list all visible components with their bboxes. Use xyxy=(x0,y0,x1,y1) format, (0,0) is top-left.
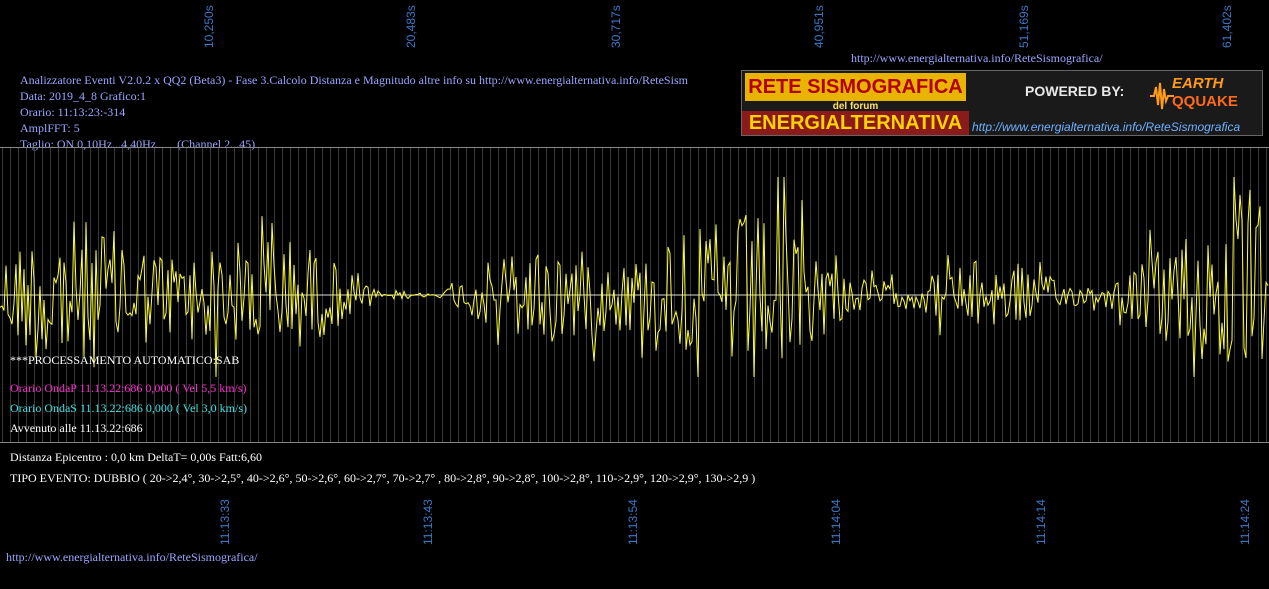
time-tick-top: 51,169s xyxy=(1017,5,1031,48)
time-tick-top: 10,250s xyxy=(202,5,216,48)
logo-title-top: RETE SISMOGRAFICA xyxy=(748,76,963,98)
brand-bottom: QQUAKE xyxy=(1172,93,1238,110)
time-tick-top: 30,717s xyxy=(609,5,623,48)
time-tick-bottom: 11:14:24 xyxy=(1238,499,1252,545)
amplfft-line: AmplFFT: 5 xyxy=(20,121,80,135)
app-title: Analizzatore Eventi V2.0.2 x QQ2 (Beta3)… xyxy=(20,73,688,87)
seismic-trace xyxy=(0,176,1269,378)
logo-title-bottom: ENERGIALTERNATIVA xyxy=(748,112,963,134)
processing-label: ***PROCESSAMENTO AUTOMATICO:SAB xyxy=(10,353,240,367)
time-line: Orario: 11:13:23:-314 xyxy=(20,105,126,119)
powered-by-label: POWERED BY: xyxy=(1025,83,1125,99)
footer-link[interactable]: http://www.energialternativa.info/ReteSi… xyxy=(6,550,258,564)
time-tick-top: 40,951s xyxy=(812,5,826,48)
event-type-line: TIPO EVENTO: DUBBIO ( 20->2,4°, 30->2,5°… xyxy=(10,471,756,485)
time-tick-bottom: 11:13:54 xyxy=(626,499,640,545)
date-line: Data: 2019_4_8 Grafico:1 xyxy=(20,89,146,103)
header-link[interactable]: http://www.energialternativa.info/ReteSi… xyxy=(851,51,1103,65)
rete-sismografica-logo: RETE SISMOGRAFICA del forum ENERGIALTERN… xyxy=(741,70,1263,136)
logo-link[interactable]: http://www.energialternativa.info/ReteSi… xyxy=(972,120,1241,134)
seismogram-plot xyxy=(0,147,1269,443)
info-block: Analizzatore Eventi V2.0.2 x QQ2 (Beta3)… xyxy=(20,72,688,152)
onda-s-line: Orario OndaS 11.13.22:686 0,000 ( Vel 3,… xyxy=(10,401,247,415)
avvenuto-line: Avvenuto alle 11.13.22:686 xyxy=(10,421,143,435)
logo-title-mid: del forum xyxy=(832,101,879,112)
time-tick-bottom: 11:13:43 xyxy=(421,499,435,545)
earthquake-logo: EARTH QQUAKE xyxy=(1150,75,1238,115)
brand-top: EARTH xyxy=(1172,75,1224,92)
distance-line: Distanza Epicentro : 0,0 km DeltaT= 0,00… xyxy=(10,450,263,464)
onda-p-line: Orario OndaP 11.13.22:686 0,000 ( Vel 5,… xyxy=(10,381,247,395)
time-tick-top: 20,483s xyxy=(404,5,418,48)
logo-title-block: RETE SISMOGRAFICA del forum ENERGIALTERN… xyxy=(742,71,969,135)
time-tick-bottom: 11:14:14 xyxy=(1034,499,1048,545)
time-tick-top: 61,402s xyxy=(1220,5,1234,48)
seismic-wave-icon xyxy=(1150,82,1174,110)
time-tick-bottom: 11:13:33 xyxy=(218,499,232,545)
time-tick-bottom: 11:14:04 xyxy=(829,499,843,545)
